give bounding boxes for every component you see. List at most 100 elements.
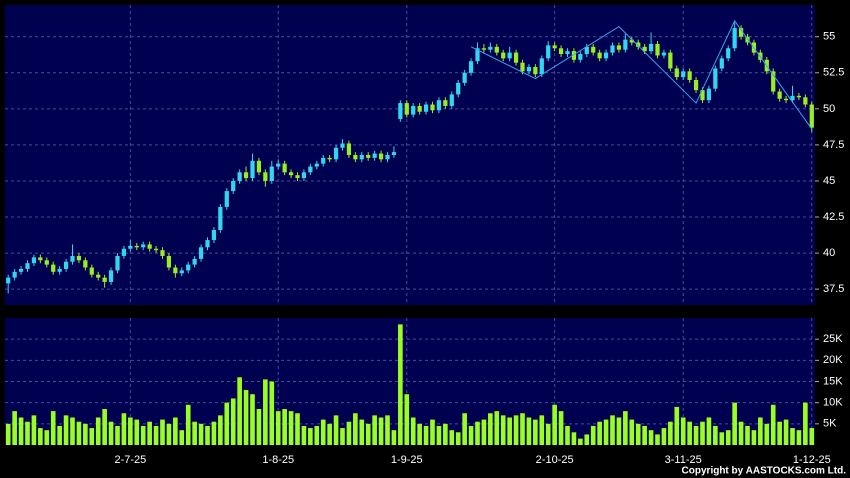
volume-bar	[616, 417, 622, 445]
volume-bar	[301, 425, 307, 445]
candle-body	[153, 248, 159, 251]
candle-body	[436, 100, 442, 111]
candle-body	[597, 52, 602, 59]
candle-body	[462, 72, 467, 83]
candle-body	[6, 277, 11, 284]
volume-bar	[603, 419, 609, 445]
volume-bar	[5, 423, 11, 445]
zigzag-line	[470, 19, 813, 130]
volume-bar	[282, 409, 287, 445]
candle-body	[70, 255, 75, 262]
volume-bar	[488, 413, 493, 445]
candle-body	[700, 90, 705, 101]
candle-body	[423, 104, 429, 112]
candle-body	[243, 172, 249, 179]
volume-bar	[12, 411, 17, 445]
volume-bar	[327, 423, 332, 445]
candle-body	[674, 68, 679, 78]
volume-bar	[102, 409, 107, 445]
candle-body	[513, 52, 519, 63]
volume-bar	[44, 430, 50, 445]
candle-body	[616, 45, 622, 50]
volume-bar	[314, 425, 320, 445]
candle-body	[771, 71, 776, 92]
volume-bar	[777, 421, 782, 445]
volume-bar	[706, 417, 712, 445]
candle-body	[353, 155, 358, 160]
candle-body	[38, 257, 43, 261]
volume-bar	[558, 411, 564, 445]
candle-body	[738, 28, 744, 37]
x-tick-label: 1-9-25	[391, 454, 423, 466]
volume-bar	[237, 377, 242, 445]
candle-body	[488, 46, 493, 50]
volume-bar	[83, 423, 88, 445]
volume-bar	[353, 413, 358, 445]
candle-body	[166, 255, 172, 268]
candle-body	[713, 68, 718, 89]
volume-bar	[108, 421, 114, 445]
volume-bar	[417, 423, 422, 445]
volume-bar	[803, 402, 808, 445]
candle-body	[546, 45, 551, 59]
y-tick-label: 37.5	[823, 283, 844, 295]
volume-bar	[668, 421, 673, 445]
candle-body	[783, 98, 789, 101]
volume-bar	[50, 411, 56, 445]
volume-bar	[121, 413, 127, 445]
candle-body	[333, 147, 339, 160]
copyright: Copyright by AASTOCKS.com Ltd.	[682, 466, 847, 477]
volume-bar	[713, 425, 718, 445]
candle-body	[494, 46, 499, 53]
volume-bar	[642, 425, 647, 445]
volume-bar	[340, 428, 345, 445]
volume-bar	[391, 430, 397, 445]
volume-bar	[770, 404, 776, 445]
volume-bar	[423, 425, 429, 445]
candle-body	[359, 155, 364, 160]
volume-bar	[468, 425, 474, 445]
volume-bar	[250, 394, 255, 445]
candle-body	[443, 100, 448, 106]
candle-body	[115, 255, 120, 271]
volume-bar	[738, 421, 744, 445]
volume-bar	[578, 438, 583, 445]
candle-body	[18, 268, 24, 272]
x-tick-label: 1-12-25	[793, 454, 831, 466]
volume-bar	[179, 430, 185, 445]
candle-body	[211, 230, 217, 241]
volume-bar	[372, 415, 377, 445]
volume-bar	[745, 425, 750, 445]
candle-body	[89, 267, 94, 275]
candle-body	[732, 28, 737, 49]
volume-bar	[153, 425, 159, 445]
y-tick-label: 42.5	[823, 211, 844, 223]
x-tick-label: 1-8-25	[262, 454, 294, 466]
volume-bar	[751, 430, 757, 445]
volume-bar	[410, 417, 416, 445]
volume-bar	[31, 415, 37, 445]
candle-body	[51, 264, 56, 272]
candle-body	[96, 274, 101, 278]
volume-bar	[545, 423, 551, 445]
candle-body	[76, 255, 82, 261]
candle-body	[250, 160, 255, 179]
volume-bar	[166, 423, 172, 445]
volume-bar	[333, 415, 339, 445]
candle-body	[12, 271, 17, 278]
y-tick-label: 52.5	[823, 67, 844, 79]
volume-bar	[128, 417, 133, 445]
volume-bar	[790, 428, 795, 445]
volume-bar	[140, 425, 146, 445]
candle-body	[449, 94, 454, 106]
candle-body	[186, 264, 191, 271]
volume-bar	[629, 419, 635, 445]
volume-bar	[243, 389, 249, 445]
volume-bar	[89, 428, 95, 445]
candle-body	[475, 48, 480, 62]
candle-body	[198, 247, 204, 259]
candle-body	[179, 270, 184, 274]
candle-body	[526, 67, 532, 72]
volume-bar	[18, 417, 24, 445]
volume-bar	[359, 419, 365, 445]
